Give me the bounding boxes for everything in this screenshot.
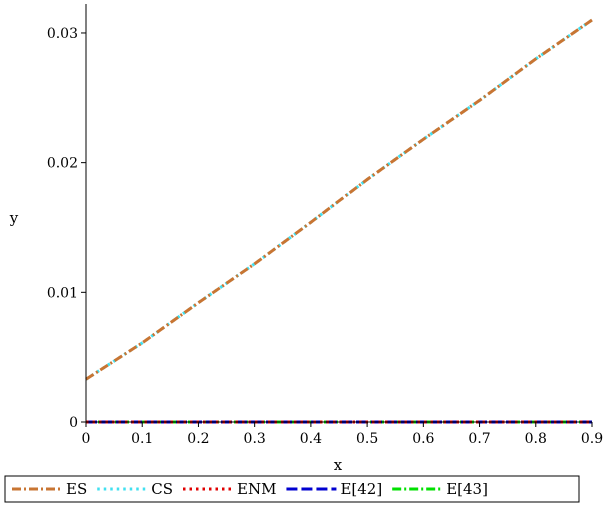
x-tick-label: 0.7 [468, 431, 490, 447]
x-tick-label: 0.2 [187, 431, 209, 447]
y-tick-label: 0.01 [47, 285, 78, 301]
x-tick-label: 0.6 [412, 431, 434, 447]
legend-label-es: ES [66, 480, 87, 498]
legend-label-e43: E[43] [446, 480, 488, 498]
axes-layer [85, 4, 592, 423]
x-tick-label: 0.3 [244, 431, 266, 447]
series-layer [85, 18, 593, 424]
y-axis-label: y [9, 209, 19, 227]
legend-label-enm: ENM [237, 480, 276, 498]
series-line-es [85, 18, 593, 381]
x-tick-label: 0 [82, 431, 91, 447]
y-tick-label: 0 [69, 415, 78, 431]
legend-label-e42: E[42] [340, 480, 382, 498]
x-tick-label: 0.1 [131, 431, 153, 447]
x-tick-label: 0.5 [356, 431, 378, 447]
legend: ES CS ENM E[42] E[43] [4, 475, 580, 503]
y-tick-label: 0.03 [47, 26, 78, 42]
y-tick-label: 0.02 [47, 156, 78, 172]
x-axis-label: x [334, 456, 343, 474]
x-tick-label: 0.9 [581, 431, 603, 447]
x-tick-label: 0.4 [300, 431, 322, 447]
legend-label-cs: CS [151, 480, 173, 498]
x-tick-label: 0.8 [525, 431, 547, 447]
ticks-layer: 0 0.1 0.2 0.3 0.4 0.5 0.6 0.7 0.8 0.9 0 0.01 0.02 0.0… [47, 26, 603, 447]
